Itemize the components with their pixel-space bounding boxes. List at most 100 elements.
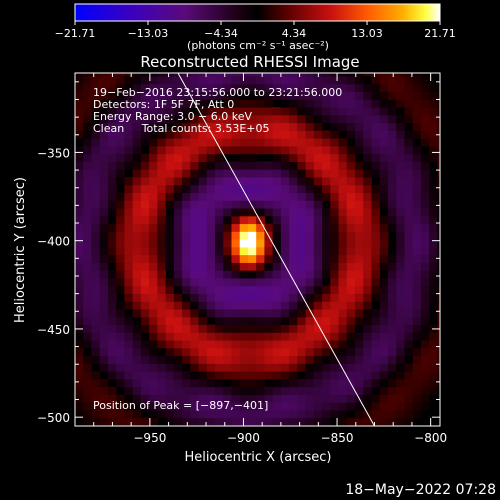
heatmap-cell: [124, 386, 134, 395]
heatmap-cell: [355, 76, 364, 85]
heatmap-cell: [313, 83, 323, 93]
heatmap-cell: [371, 262, 381, 271]
heatmap-cell: [272, 231, 282, 240]
heatmap-cell: [231, 402, 241, 411]
heatmap-cell: [140, 107, 150, 116]
heatmap-cell: [338, 262, 348, 271]
heatmap-cell: [420, 130, 430, 139]
heatmap-cell: [206, 107, 216, 116]
heatmap-cell: [223, 270, 232, 279]
heatmap-cell: [412, 192, 422, 201]
heatmap-cell: [231, 293, 241, 302]
heatmap-cell: [223, 285, 232, 294]
heatmap-cell: [91, 332, 101, 341]
heatmap-cell: [190, 138, 200, 147]
heatmap-cell: [264, 122, 274, 131]
heatmap-cell: [83, 316, 92, 326]
heatmap-cell: [420, 215, 430, 225]
heatmap-cell: [256, 332, 265, 341]
heatmap-cell: [75, 347, 84, 357]
heatmap-cell: [346, 130, 356, 139]
heatmap-cell: [363, 270, 372, 279]
heatmap-cell: [289, 246, 298, 256]
heatmap-cell: [75, 153, 84, 162]
heatmap-cell: [198, 122, 208, 131]
heatmap-cell: [223, 371, 232, 380]
heatmap-cell: [124, 176, 134, 186]
heatmap-cell: [379, 76, 389, 85]
heatmap-cell: [116, 394, 125, 403]
heatmap-cell: [387, 184, 397, 194]
heatmap-cell: [379, 215, 389, 225]
heatmap-cell: [264, 91, 274, 100]
heatmap-cell: [272, 223, 282, 232]
heatmap-cell: [396, 153, 405, 162]
heatmap-cell: [124, 145, 134, 155]
heatmap-cell: [140, 231, 150, 240]
heatmap-cell: [140, 153, 150, 162]
heatmap-cell: [346, 200, 356, 209]
heatmap-cell: [346, 363, 356, 372]
heatmap-cell: [437, 309, 440, 318]
heatmap-cell: [256, 293, 265, 302]
heatmap-cell: [297, 378, 307, 388]
heatmap-cell: [387, 347, 397, 357]
heatmap-cell: [355, 145, 364, 155]
heatmap-cell: [297, 409, 307, 419]
y-tick-label: −400: [37, 235, 70, 249]
heatmap-cell: [305, 409, 315, 419]
heatmap-cell: [256, 231, 265, 240]
heatmap-cell: [116, 270, 125, 279]
heatmap-cell: [371, 76, 381, 85]
heatmap-cell: [239, 409, 249, 419]
heatmap-cell: [182, 200, 191, 209]
heatmap-cell: [330, 324, 340, 333]
heatmap-cell: [140, 215, 150, 225]
heatmap-cell: [198, 91, 208, 100]
heatmap-cell: [289, 324, 298, 333]
heatmap-cell: [289, 176, 298, 186]
heatmap-cell: [247, 324, 257, 333]
heatmap-cell: [99, 215, 109, 225]
heatmap-cell: [247, 153, 257, 162]
heatmap-cell: [223, 347, 232, 357]
heatmap-cell: [140, 192, 150, 201]
heatmap-cell: [322, 239, 331, 248]
heatmap-cell: [371, 114, 381, 124]
heatmap-cell: [338, 332, 348, 341]
heatmap-cell: [99, 153, 109, 162]
chart-title: Reconstructed RHESSI Image: [140, 53, 359, 71]
heatmap-cell: [264, 239, 274, 248]
heatmap-cell: [173, 192, 183, 201]
heatmap-cell: [305, 394, 315, 403]
heatmap-cell: [182, 332, 191, 341]
heatmap-cell: [297, 340, 307, 349]
heatmap-cell: [346, 215, 356, 225]
heatmap-cell: [247, 270, 257, 279]
heatmap-cell: [371, 223, 381, 232]
heatmap-cell: [165, 114, 175, 124]
heatmap-cell: [149, 285, 158, 294]
heatmap-cell: [132, 355, 142, 364]
heatmap-cell: [190, 316, 200, 326]
heatmap-cell: [420, 293, 430, 302]
heatmap-cell: [149, 91, 158, 100]
heatmap-cell: [182, 153, 191, 162]
heatmap-cell: [91, 340, 101, 349]
heatmap-cell: [355, 208, 364, 217]
heatmap-cell: [289, 114, 298, 124]
heatmap-cell: [272, 107, 282, 116]
heatmap-cell: [355, 231, 364, 240]
heatmap-cell: [330, 371, 340, 380]
heatmap-cell: [239, 355, 249, 364]
heatmap-cell: [305, 347, 315, 357]
heatmap-cell: [330, 76, 340, 85]
heatmap-cell: [420, 301, 430, 310]
heatmap-cell: [140, 138, 150, 147]
heatmap-cell: [387, 417, 397, 426]
colorbar-tick-label: −4.34: [204, 27, 238, 40]
heatmap-cell: [99, 254, 109, 263]
heatmap-cell: [429, 254, 438, 263]
heatmap-cell: [264, 301, 274, 310]
heatmap-cell: [355, 378, 364, 388]
